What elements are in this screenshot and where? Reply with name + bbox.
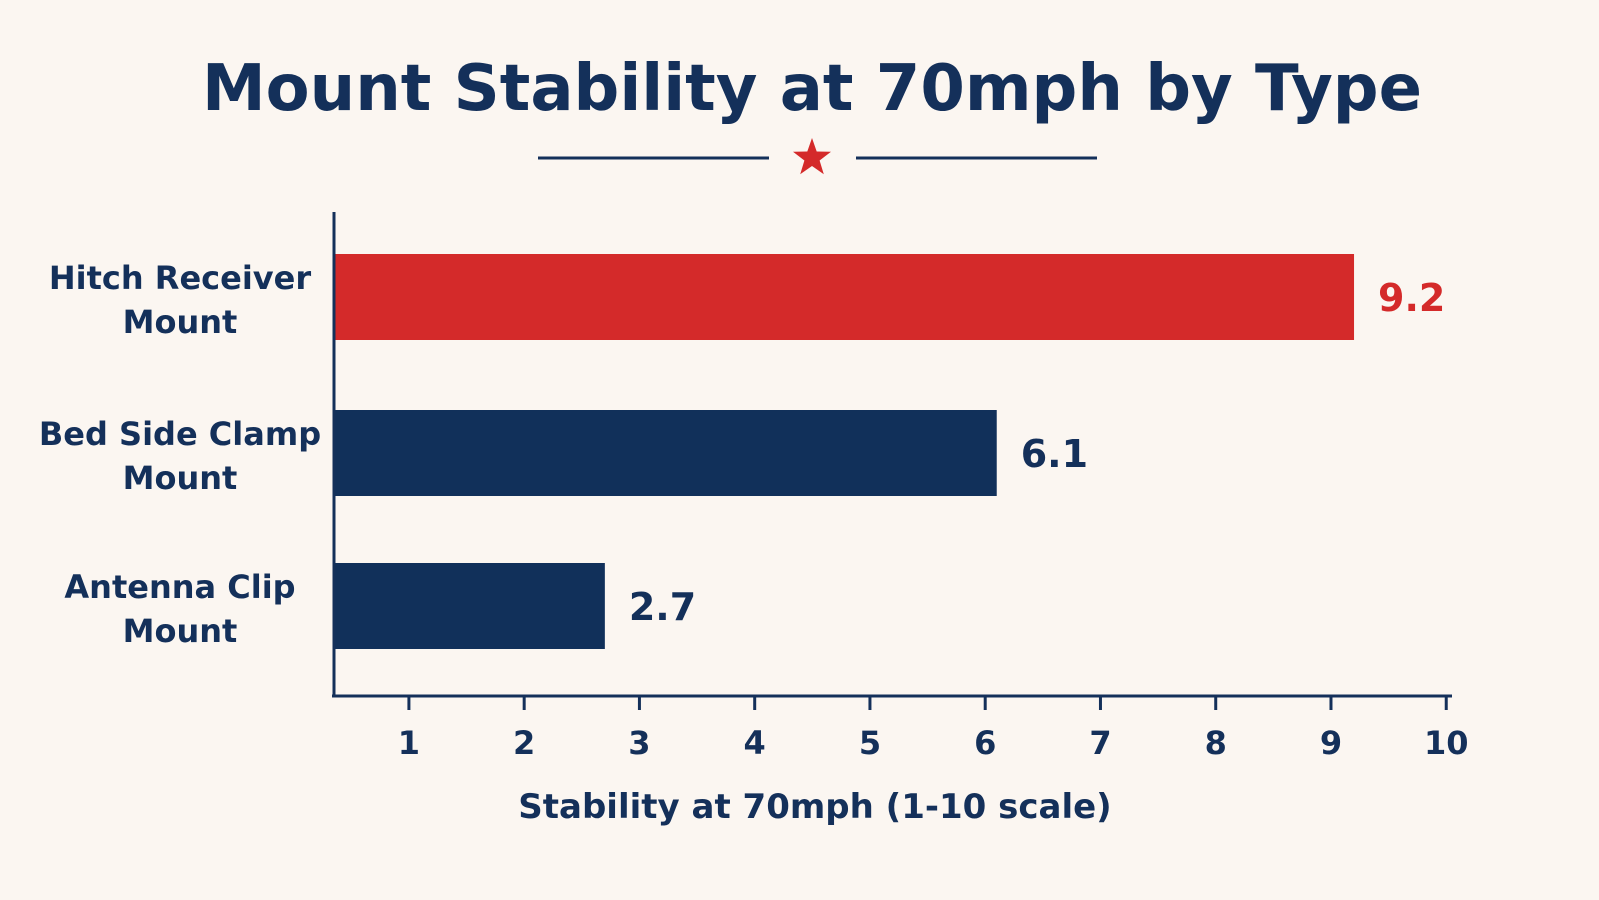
- title-divider: [538, 138, 1097, 175]
- chart-title: Mount Stability at 70mph by Type: [202, 52, 1422, 126]
- category-label-line: Mount: [123, 303, 238, 341]
- value-label-1: 9.2: [1378, 276, 1445, 320]
- category-label-line: Hitch Receiver: [49, 259, 311, 297]
- star-icon: [793, 138, 831, 175]
- x-axis-title: Stability at 70mph (1-10 scale): [518, 787, 1111, 827]
- category-label-2: Bed Side Clamp Mount: [39, 415, 321, 497]
- x-tick-label: 4: [744, 724, 766, 762]
- x-tick-label: 1: [398, 724, 420, 762]
- x-tick-label: 5: [859, 724, 881, 762]
- x-tick-label: 10: [1424, 724, 1469, 762]
- bar-1: [334, 254, 1355, 340]
- x-tick-label: 7: [1089, 724, 1111, 762]
- category-label-3: Antenna Clip Mount: [64, 568, 295, 650]
- value-label-3: 2.7: [629, 585, 696, 629]
- value-label-2: 6.1: [1021, 432, 1088, 476]
- category-label-line: Bed Side Clamp: [39, 415, 321, 453]
- x-tick-label: 6: [974, 724, 996, 762]
- bars-group: [334, 254, 1355, 649]
- bar-3: [334, 563, 605, 649]
- category-label-line: Mount: [123, 612, 238, 650]
- value-labels-group: 9.2 6.1 2.7: [629, 276, 1446, 629]
- category-label-1: Hitch Receiver Mount: [49, 259, 311, 341]
- x-tick-label: 9: [1320, 724, 1342, 762]
- x-tick-label: 3: [628, 724, 650, 762]
- category-label-line: Mount: [123, 459, 238, 497]
- category-label-line: Antenna Clip: [64, 568, 295, 606]
- x-tick-label: 8: [1205, 724, 1227, 762]
- x-tick-label: 2: [513, 724, 535, 762]
- bar-2: [334, 410, 997, 496]
- x-ticks-group: 1 2 3 4 5 6 7 8 9 10: [398, 696, 1469, 762]
